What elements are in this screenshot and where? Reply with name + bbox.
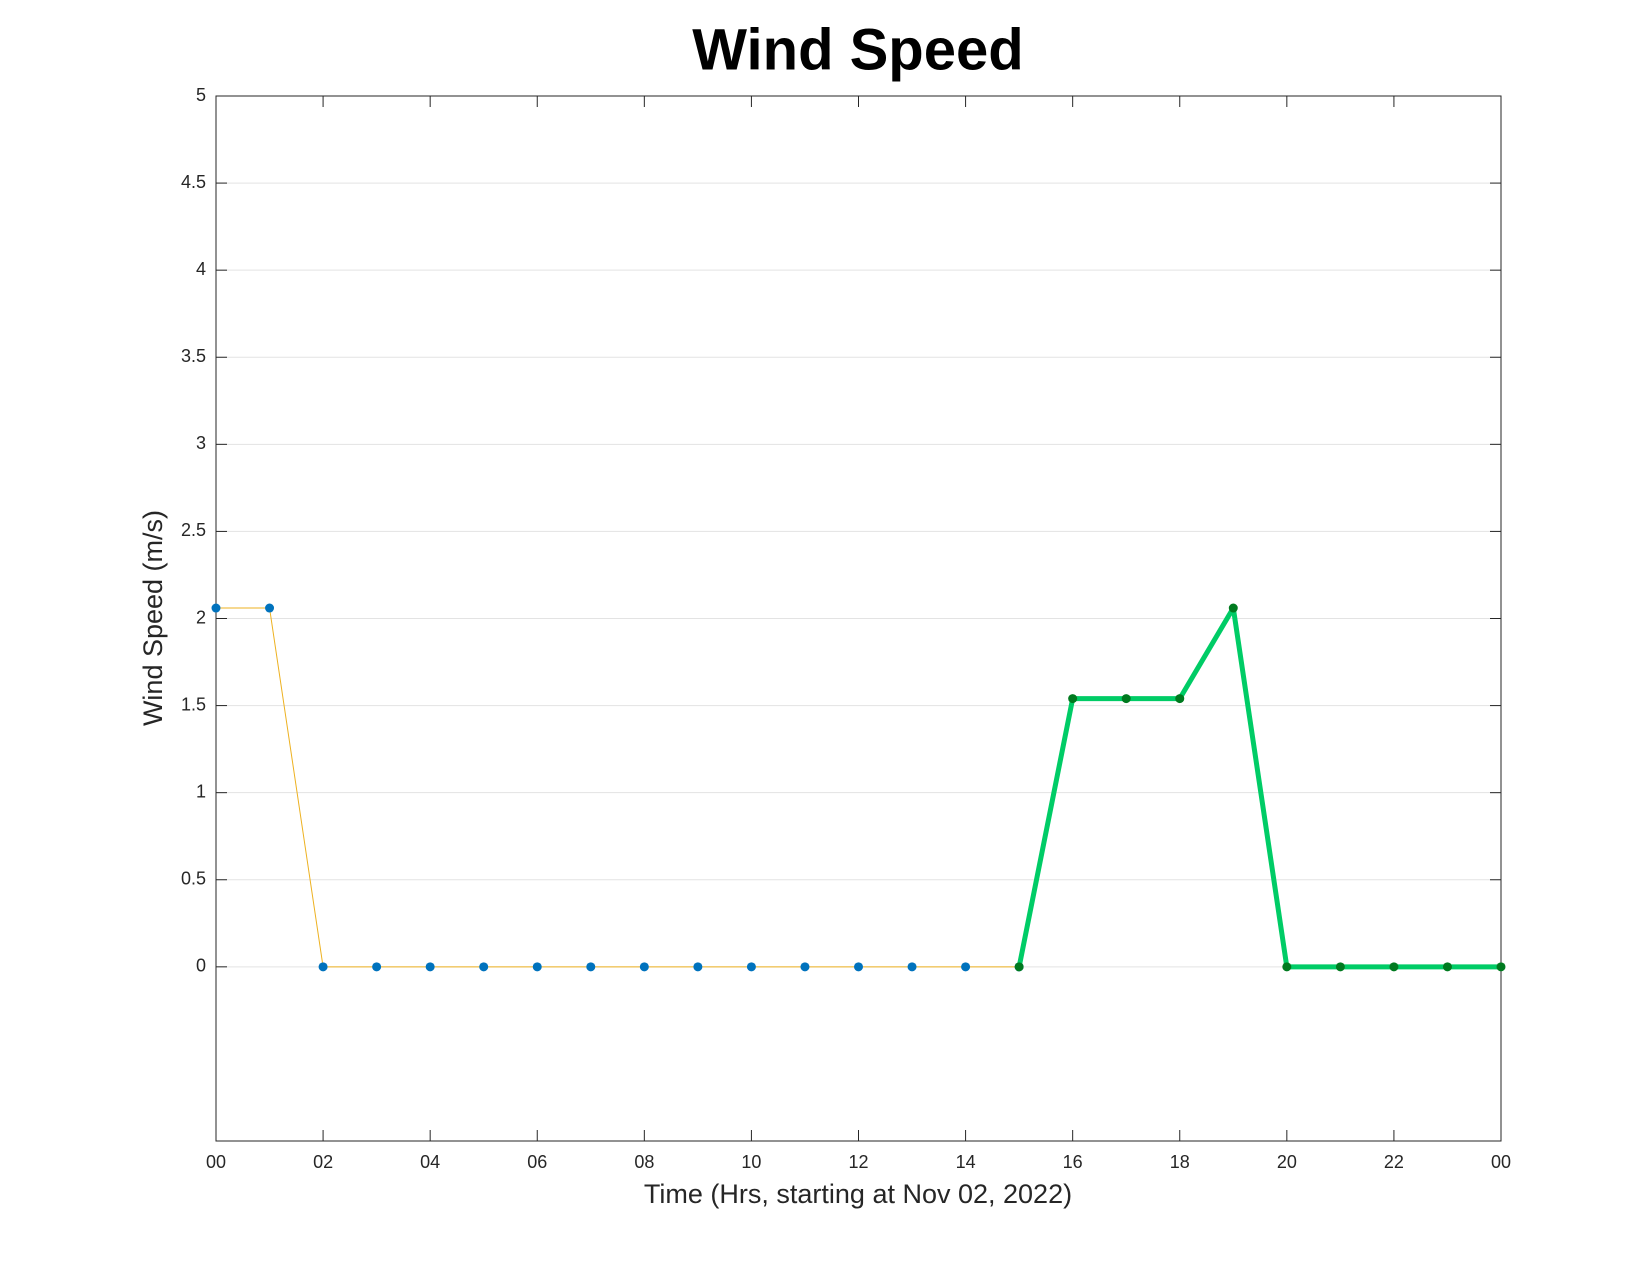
marker [907,962,917,972]
x-tick-label: 20 [1277,1152,1297,1172]
marker [961,962,971,972]
x-tick-label: 02 [313,1152,333,1172]
y-tick-label: 1.5 [181,694,206,714]
marker [1228,603,1238,613]
y-tick-label: 1 [196,781,206,801]
series-line [216,607,1020,968]
y-tick-label: 4 [196,259,206,279]
marker [1175,694,1185,704]
marker [372,962,382,972]
x-tick-label: 18 [1170,1152,1190,1172]
chart-title: Wind Speed [692,17,1023,82]
x-tick-label: 00 [206,1152,226,1172]
marker [211,603,221,613]
y-tick-label: 5 [196,85,206,105]
marker [1121,694,1131,704]
x-axis-label: Time (Hrs, starting at Nov 02, 2022) [644,1179,1072,1209]
marker [639,962,649,972]
y-axis-label: Wind Speed (m/s) [138,510,168,726]
marker [1014,962,1024,972]
x-tick-label: 10 [741,1152,761,1172]
y-tick-label: 0 [196,956,206,976]
x-tick-label: 12 [848,1152,868,1172]
y-tick-label: 2.5 [181,520,206,540]
marker [479,962,489,972]
x-tick-label: 04 [420,1152,440,1172]
marker [318,962,328,972]
marker [854,962,863,972]
marker [800,962,810,972]
x-tick-label: 22 [1384,1152,1404,1172]
y-tick-label: 3.5 [181,346,206,366]
y-tick-label: 2 [196,607,206,627]
marker [265,603,275,613]
x-tick-label: 14 [956,1152,976,1172]
x-tick-label: 16 [1063,1152,1083,1172]
marker [586,962,596,972]
series-line [1016,605,1501,970]
marker [1389,962,1399,972]
marker [1496,962,1506,972]
marker [1442,962,1452,972]
marker [746,962,756,972]
marker [1282,962,1292,972]
y-tick-label: 0.5 [181,869,206,889]
plot-frame [215,95,1502,1142]
y-tick-label: 3 [196,433,206,453]
x-tick-label: 00 [1491,1152,1511,1172]
marker [1068,694,1078,704]
marker [1335,962,1345,972]
x-tick-label: 08 [634,1152,654,1172]
x-tick-label: 06 [527,1152,547,1172]
marker [532,962,542,972]
y-tick-label: 4.5 [181,172,206,192]
marker [693,962,703,972]
marker [425,962,435,972]
